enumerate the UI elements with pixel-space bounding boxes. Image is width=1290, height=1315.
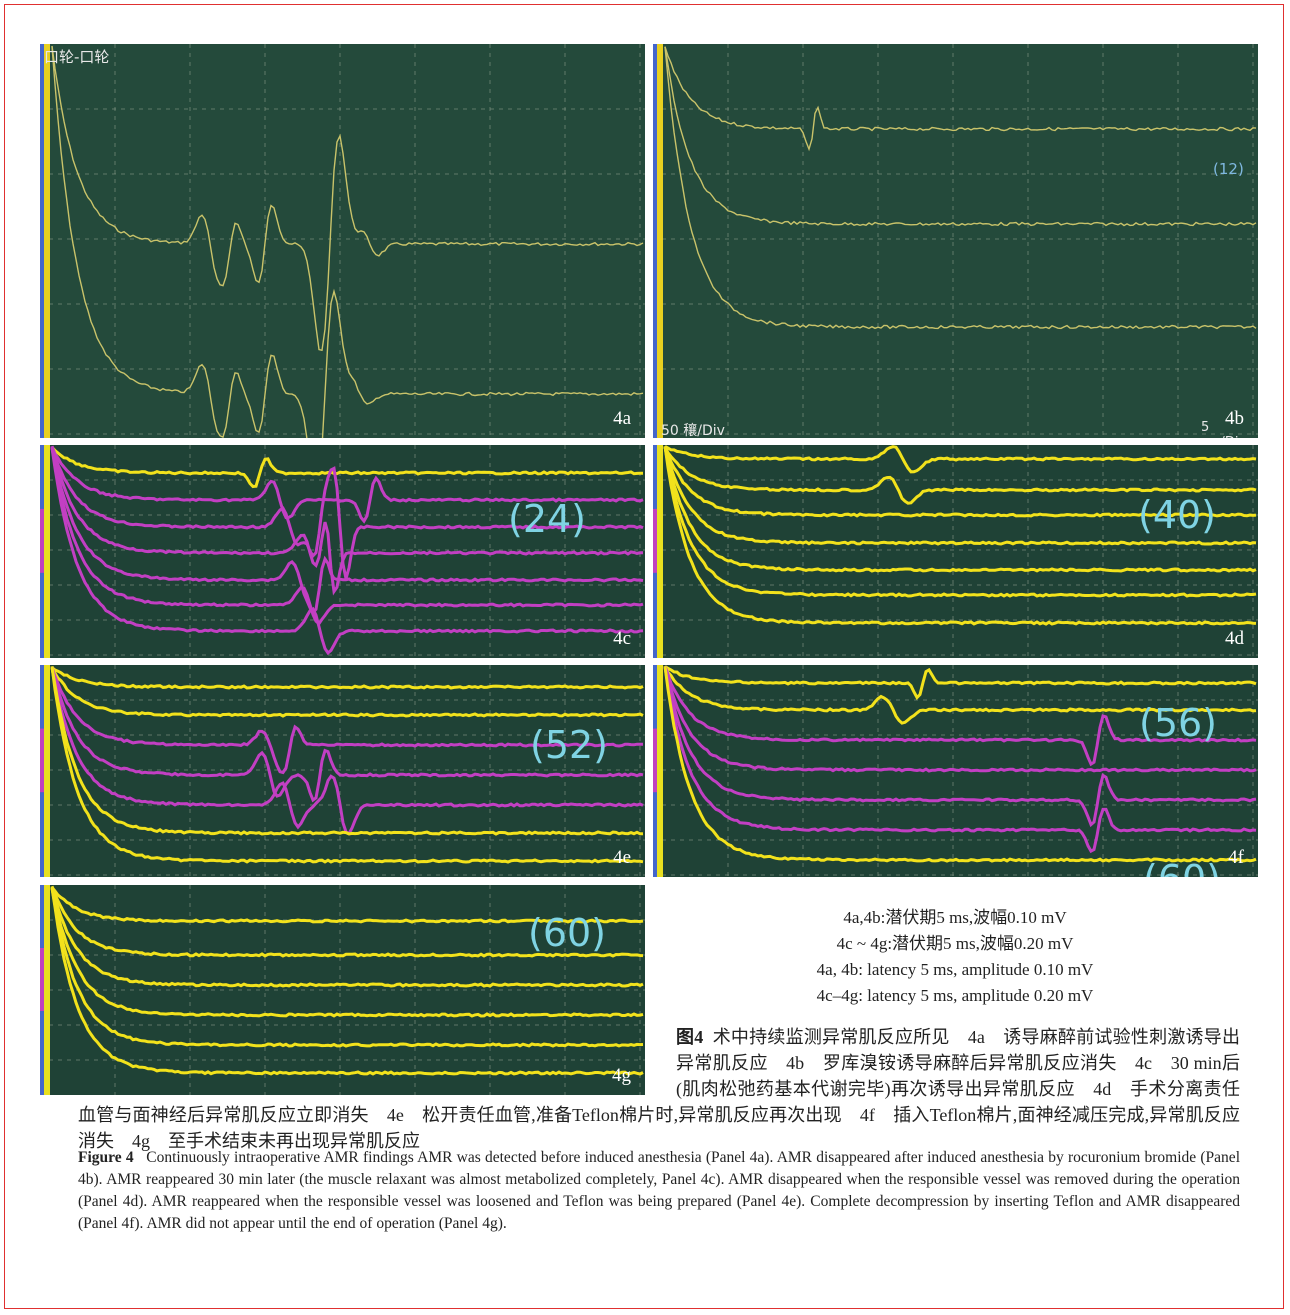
panel: (40) 4d <box>653 445 1258 658</box>
panel-label: 4e <box>613 847 631 869</box>
legend-line: 4c–4g: latency 5 ms, amplitude 0.20 mV <box>660 983 1250 1009</box>
trace-plot <box>40 44 645 438</box>
panel-label: 4c <box>613 628 631 650</box>
trace-plot <box>40 665 645 877</box>
legend-line: 4c ~ 4g:潜伏期5 ms,波幅0.20 mV <box>660 931 1250 957</box>
trace-plot <box>653 445 1258 658</box>
panel: (56) (60) 4f <box>653 665 1258 877</box>
legend-line: 4a, 4b: latency 5 ms, amplitude 0.10 mV <box>660 957 1250 983</box>
panel: (52) 4e <box>40 665 645 877</box>
page: 口轮-口轮4a(12)50 穰/Div5 ms/Div4b(24)4c(40)4… <box>0 0 1290 1315</box>
caption-zh: 图4 术中持续监测异常肌反应所见 4a 诱导麻醉前试验性刺激诱导出异常肌反应 4… <box>78 1024 1240 1154</box>
legend-line: 4a,4b:潜伏期5 ms,波幅0.10 mV <box>660 905 1250 931</box>
panel-label: 4d <box>1225 628 1244 650</box>
panel-label: 4a <box>613 408 631 430</box>
panel-annotation: (40) <box>1138 493 1216 537</box>
panel-annotation: (24) <box>508 497 586 541</box>
legend: 4a,4b:潜伏期5 ms,波幅0.10 mV 4c ~ 4g:潜伏期5 ms,… <box>660 905 1250 1009</box>
caption-label: Figure 4 <box>78 1149 134 1166</box>
panel-annotation: 50 穰/Div <box>661 420 725 438</box>
caption-label: 图4 <box>676 1027 703 1047</box>
caption-en: Figure 4 Continuously intraoperative AMR… <box>78 1147 1240 1235</box>
panel-annotation: (60) <box>1143 857 1221 877</box>
panel-label: 4f <box>1228 847 1244 869</box>
panel-annotation: 口轮-口轮 <box>44 46 109 67</box>
panel-label: 4b <box>1225 408 1244 430</box>
trace-plot <box>653 665 1258 877</box>
panel: 口轮-口轮 4a <box>40 44 645 438</box>
panel-annotation: (60) <box>528 911 606 955</box>
caption-text: Continuously intraoperative AMR findings… <box>78 1149 1240 1232</box>
panel-annotation: (56) <box>1139 701 1217 745</box>
panel-annotation: (12) <box>1213 160 1244 178</box>
panel-annotation: (52) <box>530 723 608 767</box>
trace-plot <box>40 445 645 658</box>
panel: (24) 4c <box>40 445 645 658</box>
trace-plot <box>653 44 1258 438</box>
